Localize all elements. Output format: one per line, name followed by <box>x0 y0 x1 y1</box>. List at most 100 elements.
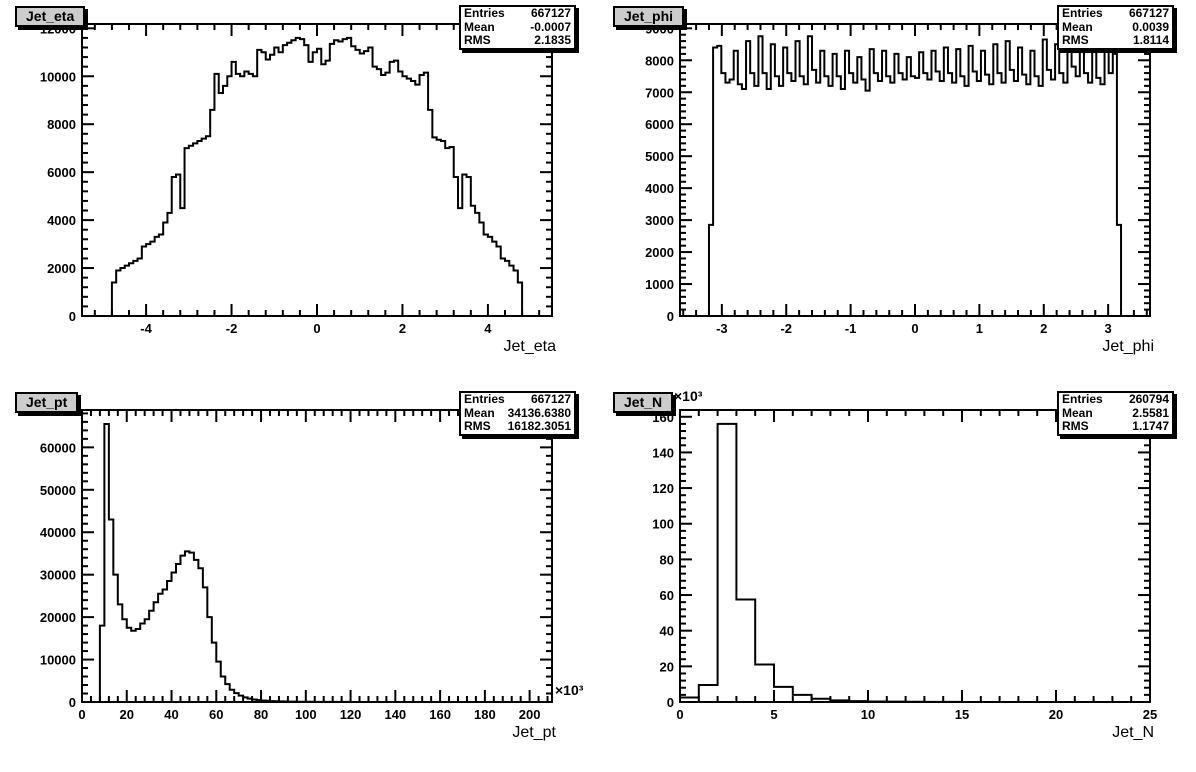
svg-text:10000: 10000 <box>40 69 76 84</box>
svg-text:20000: 20000 <box>40 610 76 625</box>
svg-text:2000: 2000 <box>47 261 76 276</box>
stats-row-rms: RMS 1.1747 <box>1059 419 1172 434</box>
svg-text:-2: -2 <box>780 321 792 336</box>
stats-value: 1.1747 <box>1132 419 1169 433</box>
svg-text:6000: 6000 <box>47 165 76 180</box>
svg-text:1000: 1000 <box>645 277 674 292</box>
jet-eta-histogram: text{font:bold 13px "Liberation Sans",sa… <box>0 0 598 386</box>
svg-text:80: 80 <box>660 552 674 567</box>
stats-value: 667127 <box>530 392 571 406</box>
svg-text:40: 40 <box>660 624 674 639</box>
svg-text:80: 80 <box>254 707 268 722</box>
stats-value: 34136.6380 <box>507 405 571 420</box>
svg-text:-2: -2 <box>226 321 238 336</box>
svg-text:60000: 60000 <box>40 440 76 455</box>
histogram-title-pave: Jet_phi <box>613 6 685 27</box>
svg-text:4: 4 <box>484 321 492 336</box>
svg-text:3: 3 <box>1105 321 1112 336</box>
svg-text:2000: 2000 <box>645 245 674 260</box>
svg-text:15: 15 <box>955 707 969 722</box>
stats-label: RMS <box>464 419 491 433</box>
stats-row-rms: RMS 2.1835 <box>461 33 574 48</box>
svg-text:0: 0 <box>69 309 76 324</box>
svg-text:0: 0 <box>313 321 320 336</box>
svg-text:8000: 8000 <box>47 117 76 132</box>
svg-text:0: 0 <box>676 707 683 722</box>
svg-text:-3: -3 <box>716 321 728 336</box>
stats-label: Mean <box>1062 19 1093 34</box>
x-axis-title: Jet_N <box>1112 724 1154 741</box>
stats-row-mean: Mean 34136.6380 <box>461 405 574 421</box>
stats-row-rms: RMS 16182.3051 <box>461 419 574 434</box>
svg-text:20: 20 <box>660 659 674 674</box>
stats-label: Mean <box>1062 405 1093 420</box>
stats-label: Entries <box>464 392 505 406</box>
stats-box: Entries 667127 Mean -0.0007 RMS 2.1835 <box>459 5 576 50</box>
svg-text:4000: 4000 <box>47 213 76 228</box>
stats-row-rms: RMS 1.8114 <box>1059 33 1172 48</box>
svg-text:-4: -4 <box>140 321 152 336</box>
svg-text:200: 200 <box>519 707 541 722</box>
svg-text:8000: 8000 <box>645 53 674 68</box>
x-axis-title: Jet_pt <box>512 724 556 741</box>
histogram-title-pave: Jet_N <box>613 392 674 413</box>
pad-jet-n: text{font:bold 13px "Liberation Sans",sa… <box>598 386 1196 772</box>
pad-jet-pt: text{font:bold 13px "Liberation Sans",sa… <box>0 386 598 772</box>
svg-text:120: 120 <box>340 707 362 722</box>
svg-text:60: 60 <box>660 588 674 603</box>
stats-label: Entries <box>1062 392 1103 406</box>
svg-text:30000: 30000 <box>40 568 76 583</box>
svg-text:100: 100 <box>652 517 674 532</box>
jet-pt-histogram: text{font:bold 13px "Liberation Sans",sa… <box>0 386 598 772</box>
stats-label: Entries <box>1062 6 1103 20</box>
histogram-title: Jet_pt <box>26 394 68 410</box>
svg-text:5: 5 <box>770 707 777 722</box>
svg-text:25: 25 <box>1143 707 1157 722</box>
stats-row-mean: Mean -0.0007 <box>461 19 574 35</box>
svg-text:140: 140 <box>652 445 674 460</box>
stats-label: RMS <box>1062 33 1089 47</box>
stats-value: 1.8114 <box>1132 33 1169 47</box>
svg-text:0: 0 <box>667 695 674 710</box>
stats-label: Mean <box>464 19 495 34</box>
svg-text:100: 100 <box>295 707 317 722</box>
svg-text:2: 2 <box>1040 321 1047 336</box>
svg-text:5000: 5000 <box>645 149 674 164</box>
histogram-title: Jet_N <box>624 394 663 410</box>
jet-phi-histogram: text{font:bold 13px "Liberation Sans",sa… <box>598 0 1196 386</box>
svg-text:0: 0 <box>69 695 76 710</box>
stats-value: 0.0039 <box>1132 19 1169 34</box>
stats-label: RMS <box>1062 419 1089 433</box>
svg-text:120: 120 <box>652 481 674 496</box>
svg-text:0: 0 <box>78 707 85 722</box>
y-axis-exponent: ×10³ <box>674 388 703 404</box>
svg-text:20: 20 <box>1049 707 1063 722</box>
svg-text:160: 160 <box>652 410 674 425</box>
svg-text:160: 160 <box>429 707 451 722</box>
stats-value: -0.0007 <box>530 19 571 34</box>
stats-value: 260794 <box>1128 392 1169 406</box>
svg-text:1: 1 <box>976 321 983 336</box>
stats-row-entries: Entries 260794 <box>1059 392 1172 407</box>
jet-n-histogram: text{font:bold 13px "Liberation Sans",sa… <box>598 386 1196 772</box>
pad-jet-phi: text{font:bold 13px "Liberation Sans",sa… <box>598 0 1196 386</box>
histogram-title: Jet_eta <box>26 8 75 24</box>
stats-row-mean: Mean 0.0039 <box>1059 19 1172 35</box>
x-axis-title: Jet_eta <box>503 338 556 355</box>
x-axis-exponent: ×10³ <box>555 682 584 698</box>
stats-value: 2.5581 <box>1132 405 1169 420</box>
svg-text:2: 2 <box>399 321 406 336</box>
stats-value: 667127 <box>1128 6 1169 20</box>
stats-value: 16182.3051 <box>507 419 571 433</box>
stats-label: Mean <box>464 405 495 420</box>
svg-text:40000: 40000 <box>40 525 76 540</box>
stats-value: 2.1835 <box>534 33 571 47</box>
svg-text:40: 40 <box>164 707 178 722</box>
stats-box: Entries 260794 Mean 2.5581 RMS 1.1747 <box>1057 391 1174 436</box>
svg-text:20: 20 <box>120 707 134 722</box>
stats-label: RMS <box>464 33 491 47</box>
svg-text:-1: -1 <box>845 321 857 336</box>
stats-row-mean: Mean 2.5581 <box>1059 405 1172 421</box>
stats-label: Entries <box>464 6 505 20</box>
